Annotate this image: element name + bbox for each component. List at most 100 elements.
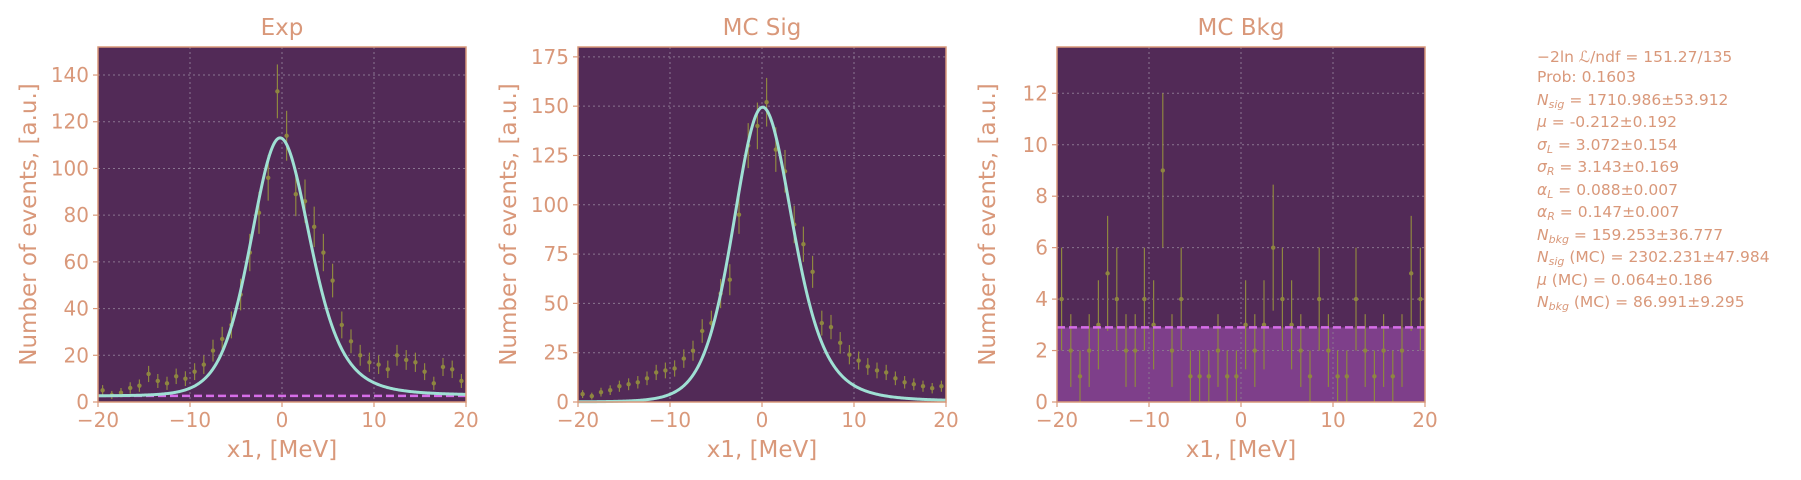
data-point bbox=[819, 320, 824, 326]
y-axis-label: Number of events, [a.u.] bbox=[496, 83, 522, 366]
data-point bbox=[348, 339, 354, 344]
data-point bbox=[663, 368, 668, 373]
data-point bbox=[617, 384, 622, 389]
data-point bbox=[764, 100, 769, 105]
x-tick-label: 10 bbox=[361, 408, 386, 432]
data-point bbox=[376, 362, 381, 367]
y-tick-label: 0 bbox=[76, 390, 89, 414]
y-axis-label: Number of events, [a.u.] bbox=[975, 83, 1001, 366]
data-point bbox=[893, 376, 898, 381]
data-point bbox=[1077, 374, 1083, 379]
y-tick-label: 20 bbox=[64, 343, 89, 367]
y-tick-label: 0 bbox=[1035, 390, 1048, 414]
chart-panel-2: −20 −10 0 10 20 0 25 50 75 100 125 150 175 MC Sig x1, … bbox=[496, 15, 959, 463]
x-tick-label: 10 bbox=[1320, 408, 1345, 432]
y-tick-label: 12 bbox=[1023, 81, 1048, 105]
y-tick-label: 10 bbox=[1023, 133, 1048, 157]
fit-parameters-panel: −2ln ℒ/ndf = 151.27/135 Prob: 0.1603 Nsi… bbox=[1537, 49, 1770, 314]
y-tick-label: 80 bbox=[64, 203, 89, 227]
data-point bbox=[1087, 348, 1092, 353]
x-tick-label: −20 bbox=[77, 408, 119, 432]
data-point bbox=[1169, 348, 1175, 353]
y-tick-label: 25 bbox=[544, 341, 569, 365]
data-point bbox=[1381, 348, 1386, 353]
data-point bbox=[422, 369, 427, 374]
data-point bbox=[367, 360, 372, 365]
chart-title: MC Bkg bbox=[1198, 15, 1285, 41]
background-fill-area bbox=[1057, 327, 1425, 402]
param-mu-mc: μ (MC) = 0.064±0.186 bbox=[1537, 270, 1713, 289]
data-point bbox=[755, 123, 760, 129]
data-point bbox=[100, 388, 105, 393]
y-tick-label: 120 bbox=[51, 110, 89, 134]
data-point bbox=[128, 385, 133, 391]
data-point bbox=[626, 382, 631, 387]
y-tick-label: 50 bbox=[544, 291, 569, 315]
y-tick-label: 6 bbox=[1035, 236, 1048, 260]
param-sigma-l: σL = 3.072±0.154 bbox=[1537, 135, 1678, 156]
data-point bbox=[1261, 322, 1267, 328]
data-point bbox=[1197, 374, 1202, 379]
data-point bbox=[137, 383, 142, 388]
x-axis-label: x1, [MeV] bbox=[707, 437, 818, 463]
data-point bbox=[358, 353, 363, 358]
data-point bbox=[1206, 374, 1212, 379]
data-point bbox=[939, 384, 944, 389]
data-point bbox=[1234, 374, 1239, 379]
x-tick-label: 20 bbox=[933, 408, 958, 432]
data-point bbox=[1188, 374, 1193, 379]
x-axis-label: x1, [MeV] bbox=[1186, 437, 1297, 463]
data-point bbox=[589, 393, 594, 399]
fit-curve bbox=[578, 105, 947, 404]
param-nsig: Nsig = 1710.986±53.912 bbox=[1537, 90, 1729, 111]
param-nbkg-mc: Nbkg (MC) = 86.991±9.295 bbox=[1537, 293, 1745, 313]
chart-title: Exp bbox=[261, 15, 304, 41]
data-point bbox=[930, 385, 935, 391]
data-point bbox=[700, 328, 705, 334]
chart-panel-3: −20 −10 0 10 20 0 2 4 6 8 10 12 MC Bkg x1, [MeV] Numbe… bbox=[975, 15, 1438, 463]
y-tick-label: 8 bbox=[1035, 184, 1048, 208]
data-point bbox=[210, 348, 216, 353]
data-point bbox=[413, 360, 418, 365]
data-point bbox=[266, 175, 271, 180]
data-point bbox=[672, 366, 677, 371]
data-point bbox=[450, 367, 455, 372]
data-point bbox=[865, 364, 870, 369]
data-point bbox=[321, 250, 326, 255]
data-point bbox=[828, 324, 834, 330]
fit-chi2: −2ln ℒ/ndf = 151.27/135 bbox=[1537, 48, 1733, 66]
data-point bbox=[1105, 271, 1110, 276]
param-nsig-mc: Nsig (MC) = 2302.231±47.984 bbox=[1537, 248, 1770, 268]
data-point bbox=[644, 376, 650, 381]
data-point bbox=[394, 353, 400, 358]
x-tick-label: −10 bbox=[169, 408, 211, 432]
chart-title: MC Sig bbox=[723, 15, 802, 41]
data-point bbox=[1363, 348, 1368, 353]
data-point bbox=[681, 356, 686, 361]
data-point bbox=[608, 387, 613, 393]
y-tick-label: 75 bbox=[544, 242, 569, 266]
data-point bbox=[330, 278, 335, 283]
y-tick-label: 0 bbox=[556, 390, 569, 414]
chart-panel-1: −20 −10 0 10 20 0 20 40 60 80 100 120 140 Exp x1, [MeV… bbox=[16, 15, 479, 463]
y-tick-label: 2 bbox=[1035, 339, 1048, 363]
data-point bbox=[1142, 296, 1147, 302]
data-point bbox=[118, 390, 124, 395]
data-point bbox=[1096, 322, 1101, 328]
data-point bbox=[1151, 322, 1156, 328]
data-point bbox=[312, 224, 317, 230]
data-point bbox=[1280, 296, 1285, 302]
data-point bbox=[598, 389, 604, 395]
y-tick-label: 175 bbox=[531, 45, 569, 69]
data-point bbox=[654, 370, 659, 375]
data-point bbox=[1372, 374, 1377, 379]
x-tick-label: −20 bbox=[1036, 408, 1078, 432]
data-point bbox=[404, 357, 409, 363]
data-point bbox=[155, 378, 160, 384]
data-point bbox=[902, 380, 907, 385]
data-point bbox=[1160, 168, 1166, 173]
param-mu: μ = -0.212±0.192 bbox=[1537, 113, 1678, 131]
y-axis-label: Number of events, [a.u.] bbox=[16, 83, 42, 366]
data-point bbox=[174, 374, 179, 379]
